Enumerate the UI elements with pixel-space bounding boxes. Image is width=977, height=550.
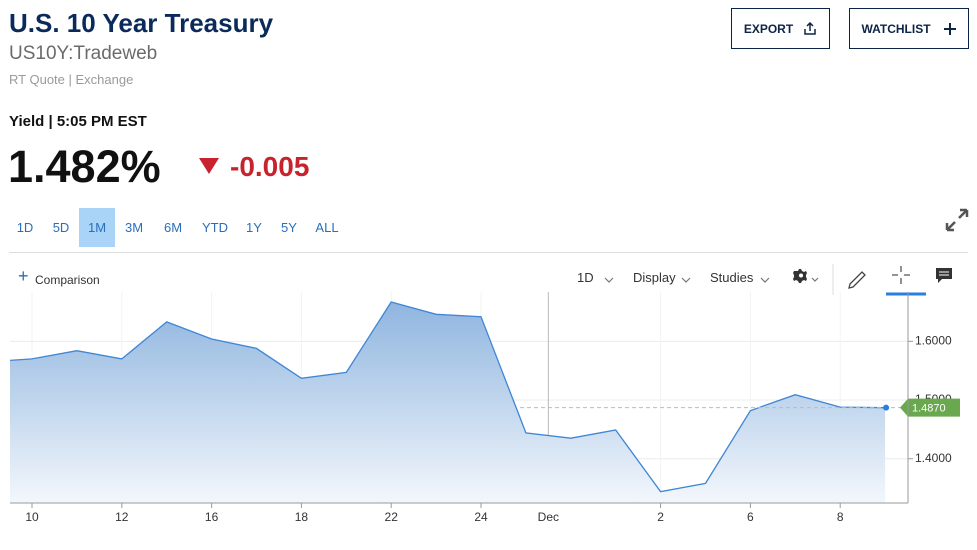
area-fill [10,302,886,503]
plus-icon: + [18,266,29,286]
button-label: WATCHLIST [861,21,931,36]
range-tab[interactable]: ALL [315,220,339,235]
month-label: Dec [538,510,559,524]
range-tab[interactable]: 1Y [246,220,262,235]
range-tab[interactable]: 3M [124,220,144,235]
x-tick-label: 22 [385,510,399,524]
range-tab[interactable]: 5D [52,220,70,235]
draw-icon[interactable] [848,271,866,289]
x-tick-label: 2 [657,510,664,524]
plus-icon [943,22,956,35]
x-tick-label: 16 [205,510,219,524]
last-price-tag [900,398,960,417]
toolbar-chevrons [604,277,819,283]
crosshair-icon[interactable] [892,266,910,284]
x-tick-label: 10 [25,510,39,524]
expand-icon[interactable] [944,207,970,233]
last-point [883,404,890,411]
range-tab[interactable]: 6M [163,220,183,235]
x-tick-label: 12 [115,510,129,524]
share-icon [804,21,816,35]
title: U.S. 10 Year Treasury [9,8,274,38]
watchlist-button[interactable]: WATCHLIST [849,8,969,49]
quote-source: RT Quote | Exchange [9,72,134,87]
x-tick-label: 18 [295,510,309,524]
interval-button[interactable]: 1D [577,270,594,285]
symbol: US10Y:Tradeweb [9,43,158,64]
range-tab[interactable]: 1M [79,208,115,247]
y-tick-label: 1.6000 [915,333,952,347]
divider [9,252,968,253]
studies-button[interactable]: Studies [710,270,754,285]
yield-label: Yield | 5:05 PM EST [9,113,147,130]
change: -0.005 [230,151,310,182]
range-tab[interactable]: YTD [202,220,228,235]
x-tick-label: 8 [837,510,844,524]
display-button[interactable]: Display [633,270,676,285]
price: 1.482% [8,141,161,192]
last-price-label: 1.4870 [912,403,946,415]
y-tick-label: 1.4000 [915,451,952,465]
range-tab[interactable]: 1D [16,220,34,235]
export-button[interactable]: EXPORT [731,8,830,49]
comparison-button[interactable]: Comparison [35,273,100,287]
x-tick-label: 6 [747,510,754,524]
down-arrow [199,158,219,174]
button-label: EXPORT [743,21,794,36]
comment-icon-lines [939,271,949,276]
range-tab[interactable]: 5Y [281,220,297,235]
price-line [10,301,886,493]
x-tick-label: 24 [474,510,488,524]
settings-icon-hole [799,273,803,278]
